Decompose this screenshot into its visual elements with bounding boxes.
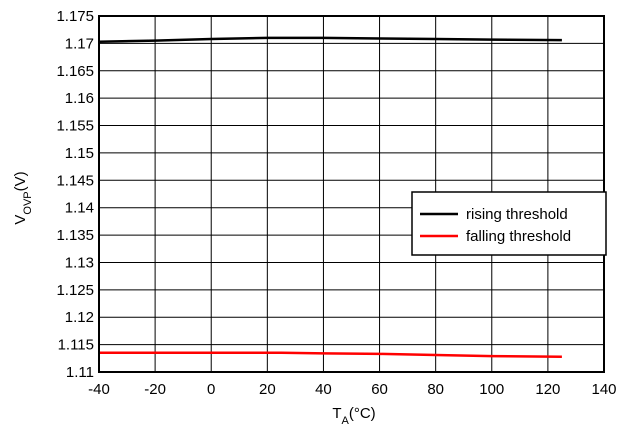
x-tick-label: -20 xyxy=(144,381,166,398)
y-tick-label: 1.14 xyxy=(65,200,94,217)
y-tick-label: 1.135 xyxy=(56,227,94,244)
x-tick-label: -40 xyxy=(88,381,110,398)
legend: rising threshold falling threshold xyxy=(411,191,607,256)
x-tick-label: 20 xyxy=(259,381,276,398)
x-tick-label: 120 xyxy=(535,381,560,398)
legend-label-falling: falling threshold xyxy=(466,228,571,245)
x-axis-label: TA(°C) xyxy=(332,405,375,425)
legend-label-rising: rising threshold xyxy=(466,206,568,223)
x-tick-label: 80 xyxy=(427,381,444,398)
y-tick-label: 1.115 xyxy=(58,337,94,354)
y-tick-label: 1.12 xyxy=(65,309,94,326)
series-line-rising-threshold xyxy=(98,36,562,43)
y-tick-label: 1.145 xyxy=(56,172,94,189)
x-tick-label: 100 xyxy=(479,381,504,398)
y-tick-label: 1.17 xyxy=(65,35,94,52)
y-tick-label: 1.125 xyxy=(56,282,94,299)
y-axis-label: VOVP(V) xyxy=(12,171,34,224)
x-tick-label: 40 xyxy=(315,381,332,398)
y-tick-label: 1.15 xyxy=(65,145,94,162)
x-tick-labels: -40 -20 0 20 40 60 80 100 120 140 xyxy=(88,381,616,398)
y-tick-label: 1.11 xyxy=(66,364,94,381)
y-tick-label: 1.175 xyxy=(56,8,94,25)
y-tick-label: 1.155 xyxy=(56,118,94,135)
y-tick-label: 1.165 xyxy=(56,63,94,80)
x-tick-label: 60 xyxy=(371,381,388,398)
series-layer xyxy=(98,36,562,358)
y-tick-label: 1.16 xyxy=(65,90,94,107)
y-tick-labels: 1.175 1.17 1.165 1.16 1.155 1.15 1.145 1.14 1.13… xyxy=(56,8,94,381)
y-tick-label: 1.13 xyxy=(65,254,94,271)
x-tick-label: 140 xyxy=(591,381,616,398)
series-line-falling-threshold xyxy=(99,351,562,358)
x-tick-label: 0 xyxy=(207,381,215,398)
legend-box xyxy=(411,191,607,256)
